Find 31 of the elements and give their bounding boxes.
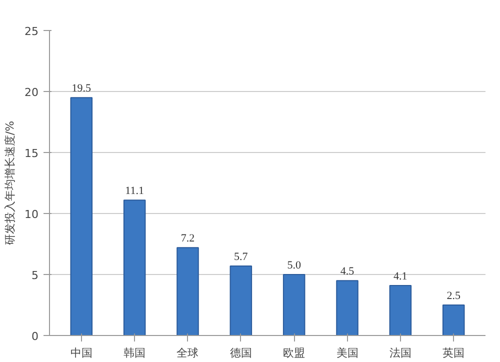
x-tick-label: 德国: [230, 346, 252, 360]
y-tick-label: 20: [24, 86, 39, 99]
x-tick-label: 中国: [70, 346, 92, 360]
data-label: 4.5: [340, 266, 355, 278]
bar: [336, 280, 358, 336]
data-label: 4.1: [394, 270, 408, 282]
x-tick-label: 美国: [336, 346, 358, 360]
bar: [123, 200, 146, 336]
y-tick-label: 0: [32, 330, 38, 343]
x-tick-label: 法国: [389, 346, 412, 360]
data-label: 7.2: [180, 232, 195, 245]
bar: [442, 304, 465, 336]
bar: [230, 265, 252, 336]
x-tick-label: 韩国: [124, 346, 146, 360]
data-label: 11.1: [125, 185, 144, 198]
y-axis-title: 研发投入年均增长速度/%: [4, 120, 17, 246]
x-tick-label: 全球: [176, 346, 199, 360]
data-label: 19.5: [72, 82, 92, 95]
y-tick-label: 5: [32, 269, 38, 282]
data-label: 2.5: [446, 290, 461, 302]
data-label: 5.0: [287, 260, 302, 272]
bar: [70, 97, 93, 336]
bar: [282, 274, 306, 336]
y-tick-label: 25: [24, 25, 39, 38]
y-tick-label: 15: [24, 147, 39, 160]
bar: [176, 247, 199, 336]
x-tick-label: 英国: [442, 346, 465, 360]
bar: [389, 284, 412, 336]
data-label: 5.7: [234, 250, 248, 263]
x-tick-label: 欧盟: [283, 346, 306, 360]
y-tick-label: 10: [24, 208, 39, 221]
